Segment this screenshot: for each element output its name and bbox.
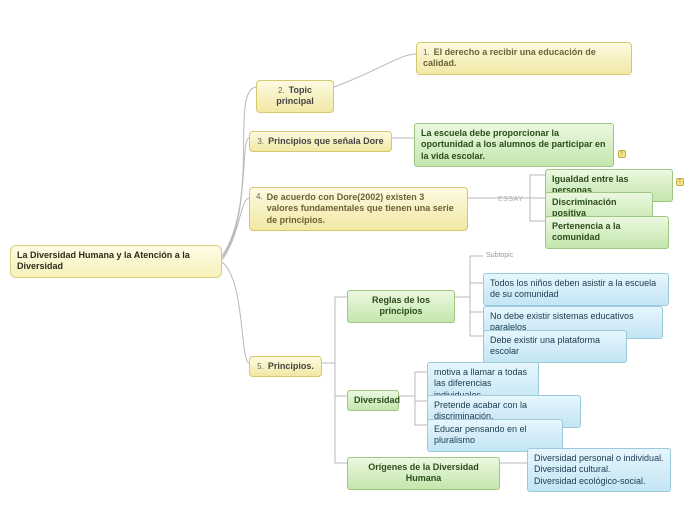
num-prefix: 5.: [257, 362, 264, 372]
essay-label: ESSAY: [498, 196, 523, 203]
node-origenes-child[interactable]: Diversidad personal o individual. Divers…: [527, 448, 671, 492]
num-prefix: 3.: [257, 137, 264, 147]
warning-badge-icon: !: [676, 178, 684, 186]
num-prefix: 4.: [256, 192, 263, 202]
label: La escuela debe proporcionar la oportuni…: [421, 128, 606, 161]
node-div-c3[interactable]: Educar pensando en el pluralismo: [427, 419, 563, 452]
node-escuela-oportunidad[interactable]: La escuela debe proporcionar la oportuni…: [414, 123, 614, 167]
node-topic-principal[interactable]: 2.Topic principal: [256, 80, 334, 113]
node-valores-fundamentales[interactable]: 4. De acuerdo con Dore(2002) existen 3 va…: [249, 187, 468, 231]
warning-badge-icon: !: [618, 150, 626, 158]
node-reglas-c3[interactable]: Debe existir una plataforma escolar: [483, 330, 627, 363]
num-prefix: 1.: [423, 48, 430, 58]
node-reglas-principios[interactable]: Reglas de los principios: [347, 290, 455, 323]
label: El derecho a recibir una educación de ca…: [423, 47, 596, 68]
root-node[interactable]: La Diversidad Humana y la Atención a la …: [10, 245, 222, 278]
num-prefix: 2.: [278, 86, 285, 96]
label: Principios que señala Dore: [268, 136, 384, 146]
node-derecho-educacion[interactable]: 1.El derecho a recibir una educación de …: [416, 42, 632, 75]
node-pertenencia[interactable]: Pertenencia a la comunidad: [545, 216, 669, 249]
node-reglas-c1[interactable]: Todos los niños deben asistir a la escue…: [483, 273, 669, 306]
node-principios[interactable]: 5. Principios.: [249, 356, 322, 377]
node-diversidad[interactable]: Diversidad: [347, 390, 399, 411]
subtopic-label: Subtopic: [486, 252, 513, 259]
node-origenes[interactable]: Orígenes de la Diversidad Humana: [347, 457, 500, 490]
label: Principios.: [268, 361, 314, 371]
label: De acuerdo con Dore(2002) existen 3 valo…: [267, 192, 457, 226]
node-principios-dore[interactable]: 3. Principios que señala Dore: [249, 131, 392, 152]
